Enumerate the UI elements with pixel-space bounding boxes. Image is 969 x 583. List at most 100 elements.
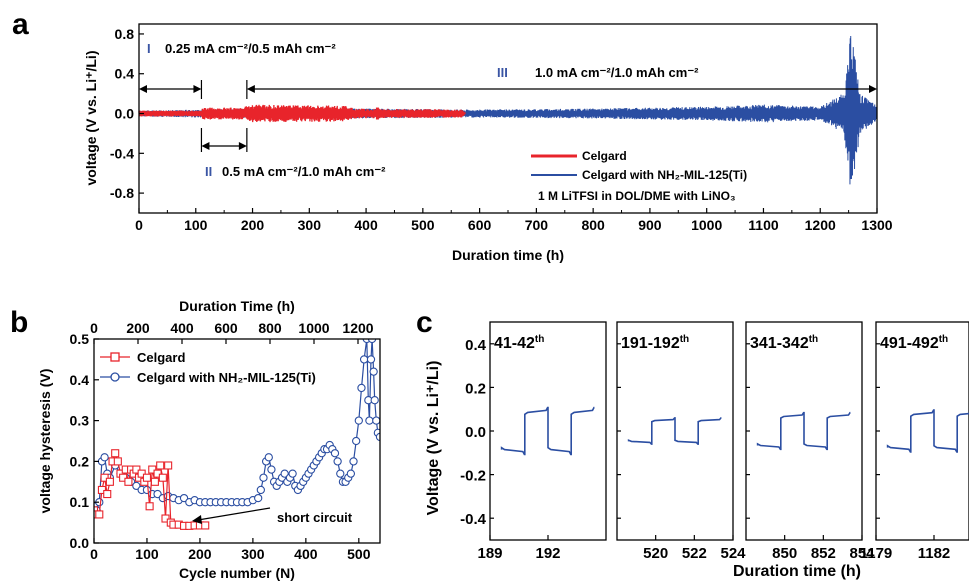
subpanel-cycle-label: 491-492th bbox=[880, 334, 948, 352]
celgard-point bbox=[119, 473, 128, 482]
short-circuit-label: short circuit bbox=[277, 510, 353, 525]
panel-b-xlabel: Cycle number (N) bbox=[179, 565, 295, 581]
panel-b-label: b bbox=[10, 306, 28, 339]
subpanel-xtick-label: 522 bbox=[682, 545, 707, 562]
celgard-point bbox=[148, 465, 157, 474]
panel-a-xtick-label: 1300 bbox=[861, 217, 892, 233]
subpanel-xtick-label: 852 bbox=[811, 545, 836, 562]
subpanel-xtick-label: 524 bbox=[720, 545, 746, 562]
celgard-point bbox=[137, 469, 146, 478]
subpanel-341-342: 850 852 854 341-342th bbox=[745, 321, 875, 562]
celgard-point bbox=[113, 457, 122, 466]
panel-a-range-arrows bbox=[139, 80, 877, 152]
panel-a-xtick-label: 400 bbox=[354, 217, 378, 233]
panel-b-legend: Celgard Celgard with NH₂-MIL-125(Ti) bbox=[100, 350, 316, 385]
legend-celgard-label: Celgard bbox=[582, 149, 627, 163]
celgard-point bbox=[164, 461, 173, 470]
mil-point bbox=[288, 469, 297, 478]
panel-c-ytick-label: 0.0 bbox=[465, 424, 486, 441]
panel-a-xlabel: Duration time (h) bbox=[452, 247, 564, 263]
mil-point bbox=[254, 493, 263, 503]
panel-b-xlabel-top: Duration Time (h) bbox=[179, 298, 295, 314]
panel-b-xtick-label: 400 bbox=[294, 546, 318, 562]
celgard-point bbox=[103, 489, 112, 499]
panel-b-xtick-top-label: 1200 bbox=[342, 320, 373, 336]
mil-point bbox=[259, 473, 268, 482]
mil-point bbox=[346, 469, 356, 478]
panel-a-ytick-label: -0.4 bbox=[110, 145, 134, 161]
panel-a-xtick-label: 100 bbox=[184, 217, 208, 233]
celgard-point bbox=[100, 473, 109, 482]
celgard-point bbox=[156, 461, 165, 470]
panel-a-ytick-label: 0.8 bbox=[115, 26, 135, 42]
mil-point bbox=[366, 355, 376, 364]
mil-point bbox=[179, 493, 189, 503]
celgard-point bbox=[132, 465, 141, 474]
panel-b-frame bbox=[93, 338, 381, 544]
region-II-arrow-head-right bbox=[238, 142, 247, 150]
panel-a-xtick-label: 800 bbox=[581, 217, 605, 233]
panel-a-xtick-label: 1000 bbox=[691, 217, 722, 233]
region-I-roman: I bbox=[147, 41, 151, 56]
celgard-point bbox=[145, 502, 154, 511]
celgard-point bbox=[95, 510, 104, 519]
panel-a-xtick-label: 900 bbox=[638, 217, 662, 233]
subpanel-191-192: 520 522 524 191-192th bbox=[616, 321, 746, 562]
panel-a-chart: 0 100 200 300 400 500 600 700 800 900 1000 1100 1200… bbox=[83, 23, 893, 263]
panel-c-chart: 189 192 41-42th 520 522 524 191-192th 850 852 854… bbox=[425, 321, 969, 580]
panel-b-yticks: 0.0 0.1 0.2 0.3 0.4 0.5 bbox=[70, 331, 99, 551]
panel-a-xtick-label: 0 bbox=[135, 217, 143, 233]
panel-b-xtick-label: 100 bbox=[135, 546, 159, 562]
celgard-point bbox=[94, 506, 99, 515]
region-III-arrow-head-left bbox=[246, 85, 255, 93]
panel-c-xlabel: Duration time (h) bbox=[733, 563, 861, 580]
panel-a-ytick-label: 0.0 bbox=[115, 106, 135, 122]
panel-a-xtick-label: 600 bbox=[468, 217, 492, 233]
panel-b-ylabel: voltage hysteresis (V) bbox=[37, 369, 53, 514]
subpanel-xtick-label: 854 bbox=[849, 545, 875, 562]
region-III-arrow-head-right bbox=[869, 85, 877, 93]
celgard-point bbox=[201, 521, 210, 530]
mil-point bbox=[264, 453, 273, 462]
series-b-mil bbox=[94, 339, 380, 515]
subpanel-491-492: 1179 1182 491-492th bbox=[860, 321, 969, 562]
panel-c-ytick-label: 0.4 bbox=[465, 337, 487, 354]
celgard-point bbox=[124, 477, 133, 486]
panel-b-xtick-label: 500 bbox=[347, 546, 371, 562]
electrolyte-label: 1 M LiTFSI in DOL/DME with LiNO₃ bbox=[538, 189, 736, 203]
legend-b-celgard-marker bbox=[110, 352, 120, 362]
panel-b-xtick-top-label: 400 bbox=[170, 320, 194, 336]
region-II-text: 0.5 mA cm⁻²/1.0 mAh cm⁻² bbox=[222, 164, 386, 179]
panel-b-ytick-label: 0.3 bbox=[70, 413, 90, 429]
panel-b-ytick-label: 0.4 bbox=[70, 372, 90, 388]
subpanel-cycle-sup: th bbox=[939, 334, 948, 345]
panel-a-label: a bbox=[12, 8, 29, 41]
celgard-point bbox=[105, 477, 114, 486]
legend-b-celgard-label: Celgard bbox=[137, 350, 185, 365]
celgard-point bbox=[158, 473, 167, 482]
subpanel-cycle-sup: th bbox=[535, 334, 544, 345]
subpanel-trace bbox=[500, 406, 595, 456]
region-II-roman: II bbox=[205, 164, 212, 179]
mil-point bbox=[280, 469, 289, 478]
panel-b-xtick-label: 0 bbox=[90, 546, 98, 562]
region-III-text: 1.0 mA cm⁻²/1.0 mAh cm⁻² bbox=[535, 65, 699, 80]
subpanel-trace bbox=[886, 409, 969, 453]
subpanel-xtick-label: 189 bbox=[477, 545, 502, 562]
celgard-point bbox=[142, 473, 152, 482]
panel-b-xtick-label: 200 bbox=[188, 546, 212, 562]
region-I-arrow-head-left bbox=[139, 85, 147, 93]
panel-b-xtick-top-label: 800 bbox=[258, 320, 282, 336]
panel-c-yticks: 0.4 0.2 0.0 -0.2 -0.4 bbox=[460, 337, 487, 528]
short-circuit-arrow bbox=[197, 507, 271, 521]
subpanel-frame bbox=[875, 321, 969, 541]
panel-b-ytick-label: 0.2 bbox=[70, 453, 90, 469]
panel-a-ytick-label: 0.4 bbox=[115, 66, 135, 82]
subpanel-xtick-label: 1182 bbox=[918, 545, 951, 562]
panel-b-xticks: 0 100 200 300 400 500 bbox=[90, 538, 371, 562]
panel-c-ytick-label: -0.4 bbox=[460, 511, 487, 528]
region-I-arrow-head-right bbox=[193, 85, 202, 93]
subpanel-xtick-label: 192 bbox=[535, 545, 560, 562]
subpanel-xtick-label: 1179 bbox=[860, 545, 893, 562]
mil-point bbox=[349, 457, 358, 466]
